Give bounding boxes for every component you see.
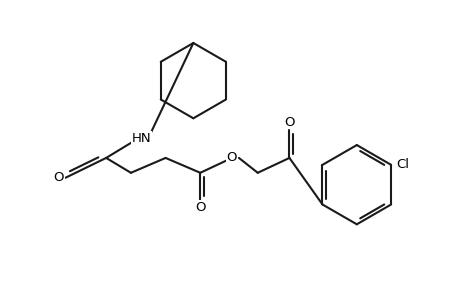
Text: HN: HN bbox=[132, 132, 151, 145]
Text: Cl: Cl bbox=[396, 158, 409, 171]
Text: O: O bbox=[53, 171, 64, 184]
Text: O: O bbox=[226, 152, 237, 164]
Text: O: O bbox=[195, 201, 205, 214]
Text: O: O bbox=[284, 116, 294, 129]
